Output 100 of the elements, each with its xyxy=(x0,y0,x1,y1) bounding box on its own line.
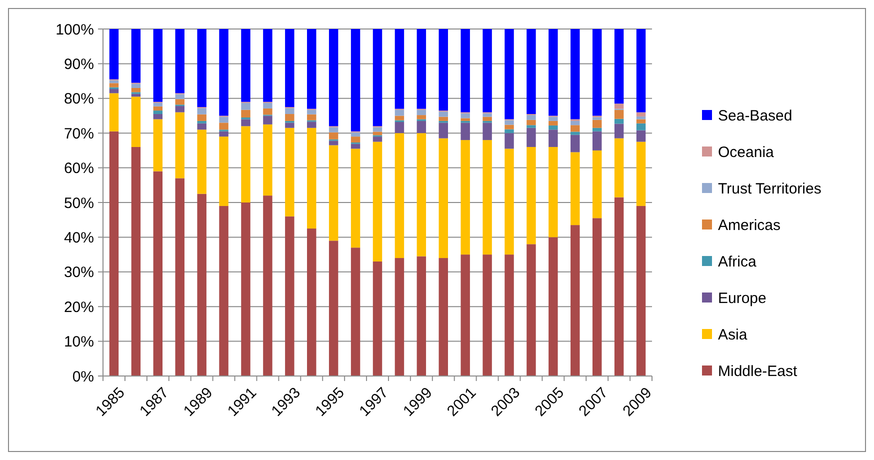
bar xyxy=(109,29,119,80)
bar xyxy=(241,202,250,376)
y-tick-label: 90% xyxy=(64,56,94,73)
bar xyxy=(438,112,448,117)
bar xyxy=(372,127,382,132)
bar xyxy=(285,114,294,121)
bar xyxy=(153,106,163,111)
bar xyxy=(636,29,646,112)
bar xyxy=(570,125,580,132)
bar xyxy=(153,110,163,114)
bar xyxy=(592,117,602,120)
bar xyxy=(263,196,272,376)
bar xyxy=(614,124,624,138)
bar xyxy=(548,237,558,376)
bar xyxy=(241,119,250,126)
bar xyxy=(504,124,514,130)
legend-label: Sea-Based xyxy=(718,107,792,124)
y-tick-label: 60% xyxy=(64,160,94,178)
bar xyxy=(285,29,294,108)
bar xyxy=(153,171,163,376)
bar xyxy=(372,136,382,142)
bar xyxy=(416,110,426,116)
bar xyxy=(131,96,141,147)
bar xyxy=(548,116,558,121)
bar xyxy=(592,120,602,128)
bar xyxy=(394,116,404,120)
bar xyxy=(438,116,448,121)
bar xyxy=(219,206,228,376)
bar xyxy=(614,118,624,124)
bar xyxy=(197,130,206,194)
bar xyxy=(241,102,250,110)
bar xyxy=(263,108,272,115)
bar xyxy=(285,122,294,128)
bar xyxy=(350,29,360,132)
bar xyxy=(504,29,514,120)
bar xyxy=(175,94,184,100)
bar xyxy=(504,120,514,125)
bar xyxy=(153,102,163,106)
legend-label: Middle-East xyxy=(718,362,798,380)
bar xyxy=(504,254,514,376)
bar xyxy=(175,29,184,94)
bar xyxy=(614,138,624,198)
bar xyxy=(526,125,536,128)
bar xyxy=(394,122,404,134)
y-tick-label: 50% xyxy=(64,194,94,212)
bar xyxy=(328,132,338,140)
bar xyxy=(460,140,470,255)
bar xyxy=(548,120,558,126)
bar xyxy=(109,131,119,376)
bar xyxy=(504,148,514,255)
bar xyxy=(131,29,141,83)
y-tick-label: 0% xyxy=(72,368,94,386)
bar xyxy=(548,130,558,147)
bar xyxy=(372,261,382,376)
bar xyxy=(482,140,492,255)
legend-label: Trust Territories xyxy=(718,180,822,198)
bar xyxy=(328,240,338,376)
bar xyxy=(636,130,646,142)
bar xyxy=(394,110,404,116)
bar xyxy=(350,144,360,149)
bar xyxy=(131,88,141,92)
bar xyxy=(548,125,558,130)
bar xyxy=(592,150,602,218)
bar xyxy=(504,133,514,149)
bar xyxy=(109,89,119,94)
bar xyxy=(350,136,360,142)
bar xyxy=(175,178,184,376)
bar xyxy=(416,115,426,120)
bar xyxy=(328,127,338,132)
bar xyxy=(482,254,492,376)
bar xyxy=(197,123,206,130)
bar xyxy=(153,114,163,120)
bar xyxy=(438,258,448,376)
y-tick-label: 40% xyxy=(64,229,94,246)
bar xyxy=(307,228,316,376)
bar xyxy=(526,29,536,114)
bar xyxy=(219,116,228,123)
bar xyxy=(614,29,624,104)
bar xyxy=(460,254,470,376)
bar xyxy=(570,152,580,226)
bar xyxy=(372,142,382,262)
bar xyxy=(460,122,470,140)
y-tick-label: 100% xyxy=(56,21,94,38)
bar xyxy=(636,123,646,130)
bar xyxy=(636,112,646,116)
bar xyxy=(570,132,580,135)
bar xyxy=(350,248,360,376)
bar xyxy=(197,108,206,114)
bar xyxy=(394,133,404,258)
bar xyxy=(263,116,272,124)
bar xyxy=(460,29,470,112)
bar xyxy=(131,146,141,376)
bar xyxy=(482,29,492,112)
bar xyxy=(592,131,602,150)
bar xyxy=(263,29,272,102)
bar xyxy=(526,128,536,147)
bar xyxy=(153,119,163,172)
bar xyxy=(548,146,558,238)
bar xyxy=(570,29,580,120)
legend-label: Americas xyxy=(718,216,781,234)
